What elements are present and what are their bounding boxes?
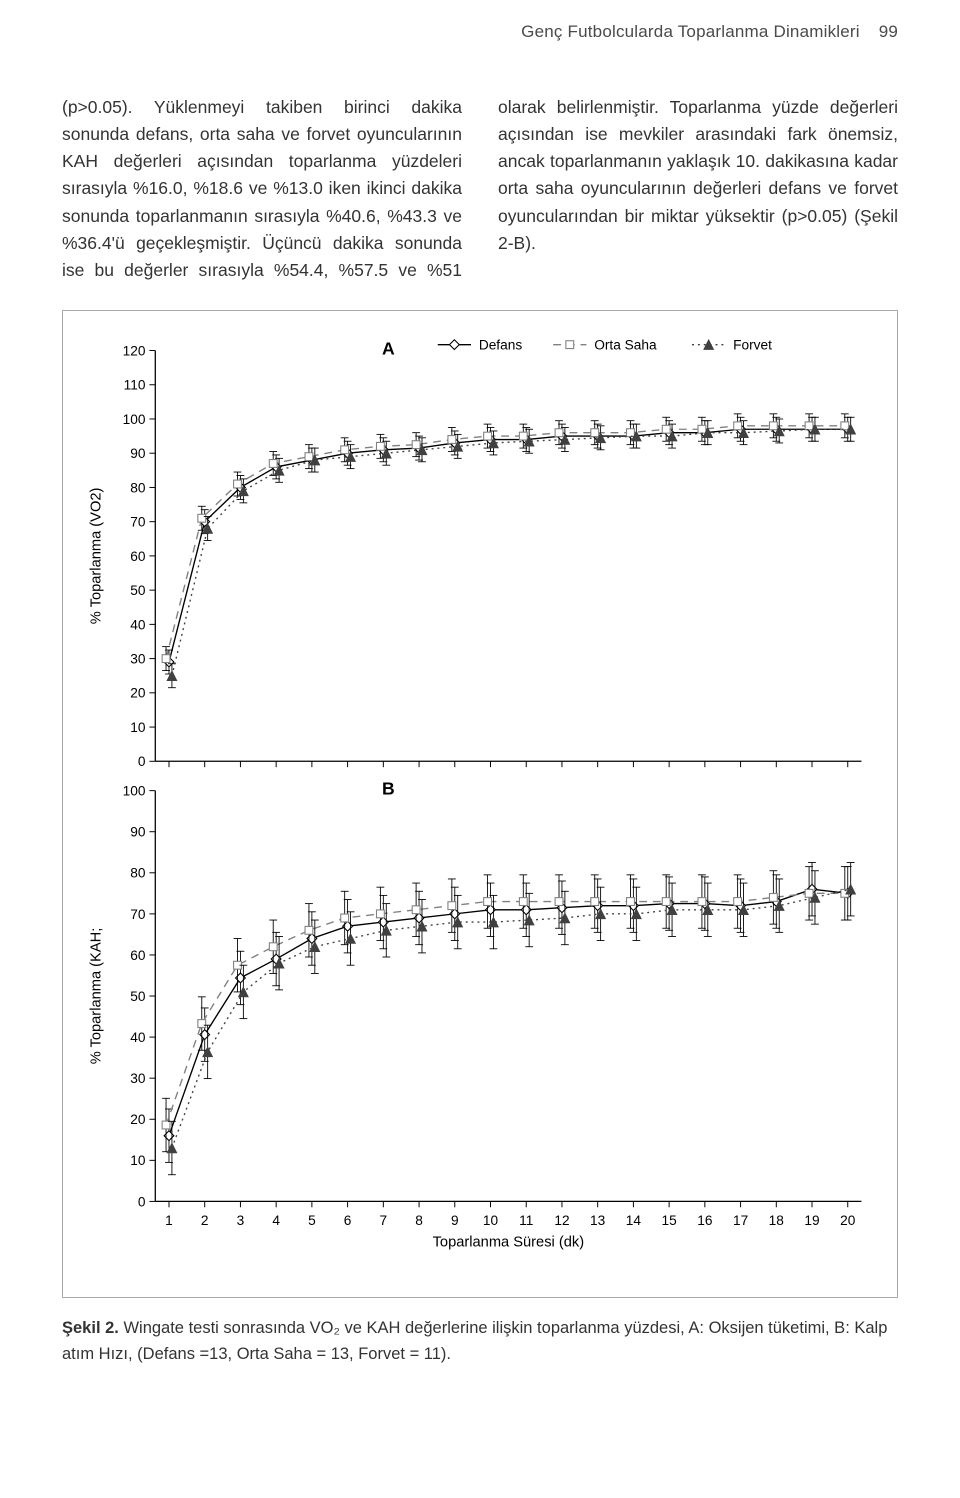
svg-text:12: 12 (554, 1213, 569, 1228)
svg-text:100: 100 (123, 412, 146, 427)
svg-text:15: 15 (662, 1213, 678, 1228)
svg-text:40: 40 (130, 617, 146, 632)
svg-text:5: 5 (308, 1213, 316, 1228)
svg-text:110: 110 (124, 378, 146, 393)
svg-text:8: 8 (415, 1213, 423, 1228)
caption-label: Şekil 2. (62, 1319, 119, 1337)
svg-text:0: 0 (138, 754, 146, 769)
svg-text:9: 9 (451, 1213, 459, 1228)
svg-text:A: A (382, 338, 395, 358)
svg-text:2: 2 (201, 1213, 209, 1228)
svg-text:14: 14 (626, 1213, 642, 1228)
svg-text:0: 0 (138, 1194, 146, 1209)
svg-text:70: 70 (130, 907, 146, 922)
svg-text:20: 20 (840, 1213, 856, 1228)
svg-text:18: 18 (769, 1213, 785, 1228)
svg-text:19: 19 (804, 1213, 819, 1228)
svg-text:10: 10 (483, 1213, 499, 1228)
caption-text: Wingate testi sonrasında VO₂ ve KAH değe… (62, 1319, 887, 1363)
svg-text:% Toparlanma (KAH;: % Toparlanma (KAH; (89, 928, 105, 1065)
svg-text:11: 11 (519, 1213, 533, 1228)
svg-text:Forvet: Forvet (733, 337, 772, 352)
svg-text:90: 90 (130, 824, 146, 839)
svg-text:40: 40 (130, 1030, 146, 1045)
svg-text:Orta Saha: Orta Saha (594, 337, 657, 352)
svg-text:20: 20 (130, 1112, 146, 1127)
svg-text:% Toparlanma (VO2): % Toparlanma (VO2) (89, 487, 105, 624)
svg-text:6: 6 (344, 1213, 352, 1228)
svg-text:60: 60 (130, 549, 146, 564)
svg-text:50: 50 (130, 583, 146, 598)
figure-svg: DefansOrta SahaForvet0102030405060708090… (79, 329, 881, 1287)
svg-text:90: 90 (130, 446, 146, 461)
svg-text:3: 3 (237, 1213, 245, 1228)
page-number: 99 (879, 22, 898, 41)
svg-text:30: 30 (130, 1071, 146, 1086)
svg-text:13: 13 (590, 1213, 606, 1228)
figure-2: DefansOrta SahaForvet0102030405060708090… (62, 310, 898, 1298)
svg-text:Defans: Defans (479, 337, 523, 352)
svg-text:120: 120 (123, 343, 146, 358)
body-paragraph: (p>0.05). Yüklenmeyi takiben birinci dak… (62, 94, 898, 284)
figure-caption: Şekil 2. Wingate testi sonrasında VO₂ ve… (62, 1316, 898, 1367)
svg-text:70: 70 (130, 514, 146, 529)
svg-text:B: B (382, 778, 395, 798)
svg-text:20: 20 (130, 686, 146, 701)
svg-text:30: 30 (130, 651, 146, 666)
svg-text:80: 80 (130, 866, 146, 881)
svg-text:60: 60 (130, 948, 146, 963)
svg-text:4: 4 (272, 1213, 280, 1228)
svg-text:Toparlanma Süresi (dk): Toparlanma Süresi (dk) (433, 1234, 585, 1250)
svg-text:17: 17 (733, 1213, 748, 1228)
svg-text:10: 10 (130, 720, 146, 735)
svg-text:80: 80 (130, 480, 146, 495)
svg-text:1: 1 (165, 1213, 173, 1228)
svg-text:10: 10 (130, 1153, 146, 1168)
running-head: Genç Futbolcularda Toparlanma Dinamikler… (521, 22, 898, 42)
svg-text:16: 16 (697, 1213, 713, 1228)
svg-text:7: 7 (380, 1213, 388, 1228)
svg-text:50: 50 (130, 989, 146, 1004)
running-title: Genç Futbolcularda Toparlanma Dinamikler… (521, 22, 860, 41)
svg-text:100: 100 (123, 783, 146, 798)
